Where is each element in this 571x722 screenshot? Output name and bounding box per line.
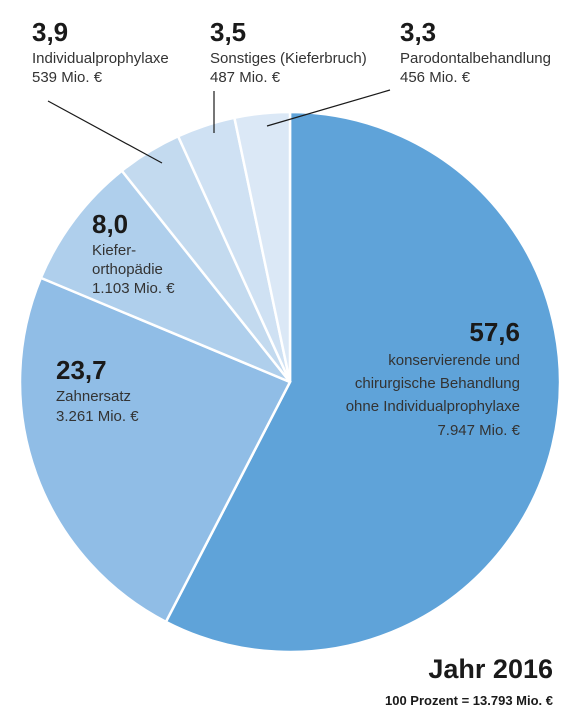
slice-label-kieferorthopaedie: 8,0 Kiefer- orthopädie 1.103 Mio. €: [92, 209, 175, 298]
slice-name-line: Parodontalbehandlung: [400, 49, 551, 67]
leader-line: [47, 100, 163, 164]
slice-name-line: Sonstiges (Kieferbruch): [210, 49, 367, 67]
pie-slice: [18, 276, 292, 624]
slice-name-line: ohne Individualprophylaxe: [345, 398, 520, 416]
slice-percent: 8,0: [92, 209, 129, 239]
slice-name-line: chirurgische Behandlung: [354, 375, 520, 393]
slice-label-sonstiges: 3,5 Sonstiges (Kieferbruch) 487 Mio. €: [210, 17, 367, 87]
chart-subtitle: 100 Prozent = 13.793 Mio. €: [385, 693, 553, 708]
pie-slice: [232, 110, 292, 383]
slice-name-line: Kiefer-: [92, 241, 137, 259]
slice-amount: 1.103 Mio. €: [92, 280, 175, 298]
pie-slice: [164, 110, 562, 654]
slice-label-zahnersatz: 23,7 Zahnersatz 3.261 Mio. €: [56, 355, 139, 426]
slice-amount: 487 Mio. €: [210, 69, 281, 87]
slice-amount: 539 Mio. €: [32, 69, 103, 87]
pie-slice: [39, 168, 291, 384]
slice-percent: 3,9: [32, 17, 69, 47]
leader-line: [266, 89, 391, 127]
slice-percent: 23,7: [56, 355, 107, 385]
slice-amount: 7.947 Mio. €: [437, 421, 520, 439]
slice-percent: 3,5: [210, 17, 247, 47]
slice-label-parodontal: 3,3 Parodontalbehandlung 456 Mio. €: [400, 17, 551, 87]
slice-name-line: orthopädie: [92, 261, 163, 279]
slice-label-konservierende: 57,6 konservierende und chirurgische Beh…: [330, 317, 520, 439]
slice-name-line: konservierende und: [388, 351, 520, 369]
slice-percent: 57,6: [469, 317, 520, 347]
chart-title: Jahr 2016: [428, 654, 553, 684]
slice-amount: 456 Mio. €: [400, 69, 471, 87]
slice-amount: 3.261 Mio. €: [56, 408, 139, 426]
slice-label-individualprophylaxe: 3,9 Individualprophylaxe 539 Mio. €: [32, 17, 169, 87]
slice-name-line: Zahnersatz: [56, 387, 132, 405]
slice-name-line: Individualprophylaxe: [32, 49, 169, 67]
slice-percent: 3,3: [400, 17, 437, 47]
